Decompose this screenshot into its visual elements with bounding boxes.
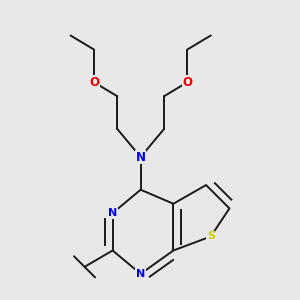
Text: N: N: [136, 151, 146, 164]
Text: N: N: [136, 269, 145, 279]
Text: S: S: [207, 232, 215, 242]
Text: O: O: [182, 76, 192, 89]
Text: O: O: [89, 76, 99, 89]
Text: N: N: [108, 208, 117, 218]
